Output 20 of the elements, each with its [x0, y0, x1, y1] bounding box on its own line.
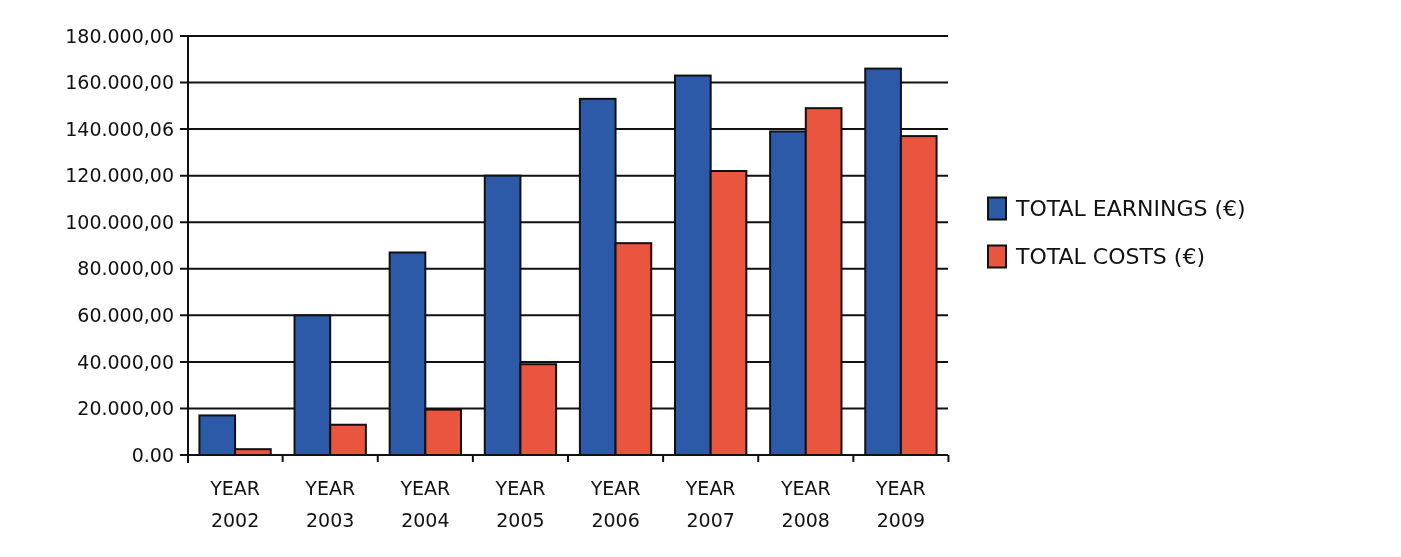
y-tick-label: 20.000,00 [77, 397, 174, 420]
y-tick-label: 120.000,00 [65, 164, 174, 187]
x-tick-label: YEAR 2002 [209, 477, 260, 531]
y-tick-label: 0.00 [131, 443, 174, 466]
y-tick-label: 160.000,00 [65, 71, 174, 94]
legend-label: TOTAL COSTS (€) [1015, 244, 1205, 270]
y-tick-label: 40.000,00 [77, 350, 174, 373]
y-tick-label: 140.000,06 [65, 117, 174, 140]
x-tick-label: YEAR 2009 [875, 477, 926, 531]
y-tick-label: 80.000,00 [77, 257, 174, 280]
x-tick-label: YEAR 2003 [304, 477, 356, 531]
y-tick-label: 100.000,00 [65, 210, 174, 233]
x-tick-label: YEAR 2005 [494, 477, 546, 531]
x-tick-label: YEAR 2007 [684, 477, 736, 531]
x-tick-label: YEAR 2006 [589, 477, 641, 531]
legend-label: TOTAL EARNINGS (€) [1015, 196, 1246, 222]
y-tick-label: 180.000,00 [65, 24, 174, 47]
x-tick-label: YEAR 2004 [399, 477, 451, 531]
x-tick-label: YEAR 2008 [779, 477, 831, 531]
y-tick-label: 60.000,00 [77, 303, 174, 326]
